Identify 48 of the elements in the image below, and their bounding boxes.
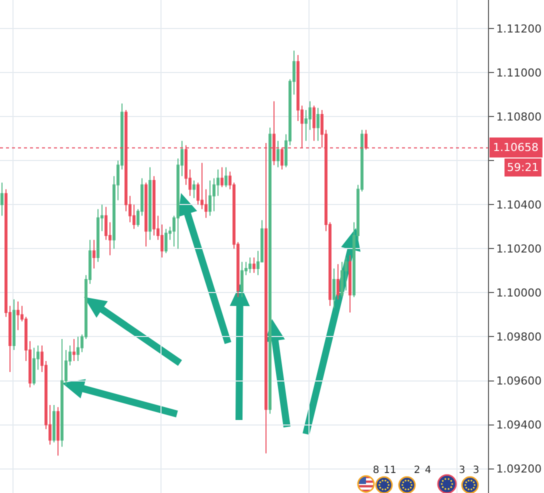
candlestick [316,107,320,142]
candlestick [60,338,64,448]
candlestick [348,254,352,314]
candlestick [72,338,76,362]
y-tick-label: 1.09600 [496,374,542,388]
y-tick-label: 1.11000 [496,66,542,80]
candlestick [12,298,16,350]
candlestick [92,239,96,270]
y-tick-label: 1.10800 [496,110,542,124]
candlestick [332,268,336,309]
y-tick-label: 1.09200 [496,462,542,476]
candlestick [268,127,272,414]
candlestick [208,180,212,216]
candlestick [144,182,148,247]
candlestick [16,301,20,331]
y-tick-label: 1.09800 [496,330,542,344]
candlestick [340,261,344,298]
annotation: 8 [372,465,380,476]
y-tick-label: 1.09400 [496,418,542,432]
candlestick [336,264,340,300]
candlestick [0,182,4,216]
y-tick-label: 1.11200 [496,22,542,36]
candlestick [52,404,56,443]
candlestick [56,406,60,456]
candlestick [220,166,224,188]
candlestick [32,347,36,386]
y-tick-label: 1.10200 [496,242,542,256]
annotation: 3 [458,465,466,476]
annotation: 2 [414,465,420,476]
candlestick [240,261,244,298]
candlestick [164,228,168,254]
candlestick [96,208,100,262]
candlestick [312,105,316,142]
candlestick [252,257,256,274]
candlestick [152,176,156,236]
annotation: 11 [384,465,396,476]
y-tick-label: 1.10400 [496,198,542,212]
candlestick [148,166,152,240]
text: 59:21 [507,161,539,174]
candlestick [76,336,80,362]
candlestick [248,257,252,274]
ref-line-label: 1.10658 [493,141,538,154]
candlestick [276,140,280,168]
candlestick [224,166,228,188]
y-tick-label: 1.10000 [496,286,542,300]
annotation: 4 [424,465,432,476]
annotation: 3 [472,465,480,476]
candlestick [192,180,196,199]
